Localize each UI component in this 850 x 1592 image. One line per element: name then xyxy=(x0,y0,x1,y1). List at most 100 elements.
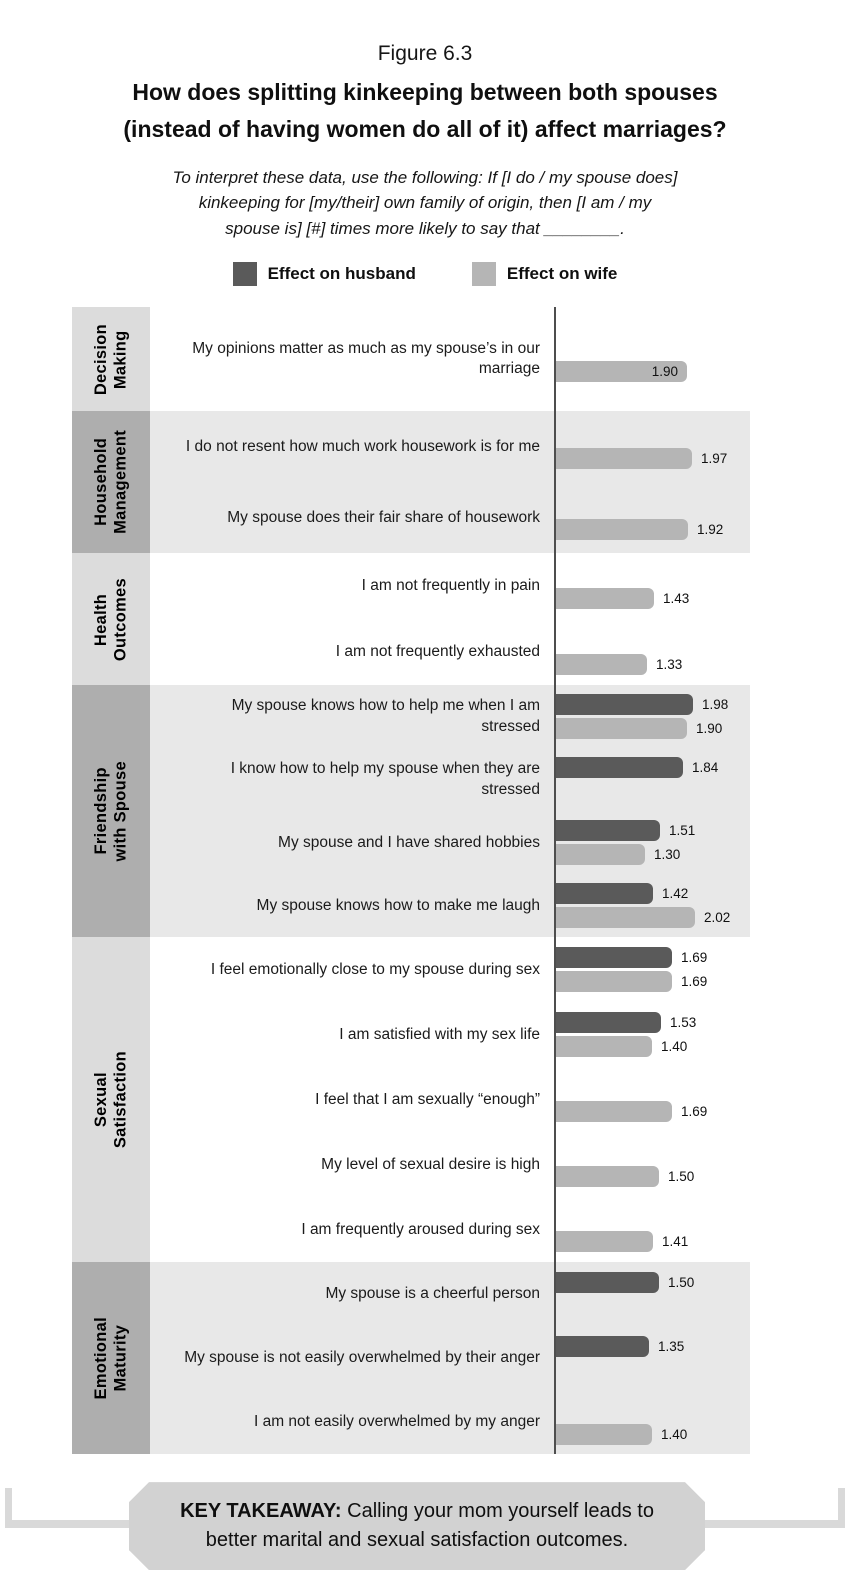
husband-slot: 1.50 xyxy=(554,1271,750,1293)
wife-bar xyxy=(554,844,645,866)
husband-bar xyxy=(554,757,683,779)
wife-bar xyxy=(554,1231,653,1253)
wife-bar xyxy=(554,971,672,993)
key-takeaway-box: KEY TAKEAWAY: Calling your mom yourself … xyxy=(129,1482,705,1570)
wife-bar xyxy=(554,448,692,470)
husband-bar xyxy=(554,947,672,969)
wife-slot: 1.40 xyxy=(554,1423,750,1445)
wife-slot: 1.41 xyxy=(554,1231,750,1253)
figure-title-line-1: How does splitting kinkeeping between bo… xyxy=(132,79,718,105)
item-bars: 1.98 1.90 xyxy=(554,694,750,740)
husband-bar xyxy=(554,820,660,842)
husband-slot: 1.51 xyxy=(554,820,750,842)
wife-value-label: 1.40 xyxy=(661,1426,688,1442)
wife-value-label: 1.33 xyxy=(656,656,683,672)
category-label: Health Outcomes xyxy=(91,577,129,661)
wife-slot: 1.69 xyxy=(554,1101,750,1123)
item-label: I am not frequently exhausted xyxy=(335,643,540,661)
chart-item-row: I feel that I am sexually “enough” 1.69 xyxy=(150,1067,750,1132)
husband-value-label: 1.35 xyxy=(658,1338,685,1354)
empty-slot xyxy=(554,1142,750,1163)
wife-value-label: 1.69 xyxy=(681,1104,708,1120)
wife-bar xyxy=(554,907,695,929)
empty-slot xyxy=(554,781,750,802)
category-cell-emotional-maturity: Emotional Maturity xyxy=(72,1262,150,1455)
husband-slot: 1.84 xyxy=(554,757,750,779)
husband-value-label: 1.51 xyxy=(669,823,696,839)
wife-slot: 1.90 xyxy=(554,360,750,382)
wife-bar xyxy=(554,1101,672,1123)
chart-item-row: My level of sexual desire is high 1.50 xyxy=(150,1132,750,1197)
takeaway-ribbon-right-cap xyxy=(838,1488,845,1529)
husband-value-label: 1.84 xyxy=(692,760,719,776)
wife-bar xyxy=(554,653,647,675)
item-bars: 1.92 xyxy=(554,495,750,541)
item-label: I am frequently aroused during sex xyxy=(301,1220,540,1238)
section-rows: My spouse knows how to help me when I am… xyxy=(150,685,750,938)
item-label: My spouse and I have shared hobbies xyxy=(278,833,540,851)
legend-item-wife: Effect on wife xyxy=(471,262,618,287)
section-sexual-satisfaction: Sexual Satisfaction I feel emotionally clo… xyxy=(72,937,750,1263)
item-bars: 1.53 1.40 xyxy=(554,1012,750,1058)
wife-bar xyxy=(554,1036,652,1058)
wife-slot: 1.30 xyxy=(554,844,750,866)
item-label: My spouse is not easily overwhelmed by t… xyxy=(184,1349,540,1367)
legend-label-wife: Effect on wife xyxy=(506,264,618,284)
figure-label: Figure 6.3 xyxy=(377,42,473,65)
section-health-outcomes: Health Outcomes I am not frequently in pai… xyxy=(72,553,750,686)
wife-slot: 1.97 xyxy=(554,448,750,470)
item-label: I am not frequently in pain xyxy=(361,577,540,595)
empty-slot xyxy=(554,1360,750,1381)
wife-bar xyxy=(554,1166,659,1188)
husband-bar xyxy=(554,883,653,905)
category-label: Emotional Maturity xyxy=(91,1316,129,1400)
wife-value-label: 1.90 xyxy=(651,363,678,379)
figure-title-line-2: (instead of having women do all of it) a… xyxy=(123,115,727,142)
item-label: I know how to help my spouse when they a… xyxy=(230,760,540,798)
chart-item-row: My spouse is not easily overwhelmed by t… xyxy=(150,1326,750,1390)
category-cell-sexual-satisfaction: Sexual Satisfaction xyxy=(72,937,150,1263)
item-label: I do not resent how much work housework … xyxy=(185,437,540,455)
empty-slot xyxy=(554,337,750,358)
section-emotional-maturity: Emotional Maturity My spouse is a cheerful… xyxy=(72,1262,750,1455)
item-bars: 1.69 1.69 xyxy=(554,947,750,993)
chart-item-row: My spouse and I have shared hobbies 1.51 1… xyxy=(150,811,750,874)
empty-slot xyxy=(554,495,750,516)
kinkeeping-effect-chart: Decision Making My opinions matter as much… xyxy=(72,307,750,1455)
key-takeaway: KEY TAKEAWAY: Calling your mom yourself … xyxy=(0,1482,850,1577)
item-bars: 1.35 xyxy=(554,1335,750,1381)
empty-slot xyxy=(554,424,750,445)
wife-value-label: 1.92 xyxy=(697,522,724,538)
husband-swatch-icon xyxy=(232,262,257,287)
wife-value-label: 1.90 xyxy=(696,721,723,737)
wife-value-label: 1.97 xyxy=(701,451,728,467)
husband-value-label: 1.50 xyxy=(668,1274,695,1290)
item-bars: 1.41 xyxy=(554,1207,750,1253)
chart-item-row: I am not easily overwhelmed by my anger 1… xyxy=(150,1390,750,1454)
empty-slot xyxy=(554,564,750,585)
wife-value-label: 1.40 xyxy=(661,1039,688,1055)
figure-header: Figure 6.3 How does splitting kinkeeping… xyxy=(0,0,850,287)
husband-value-label: 1.42 xyxy=(662,886,689,902)
husband-value-label: 1.53 xyxy=(670,1015,697,1031)
item-label: My spouse knows how to help me when I am… xyxy=(231,697,540,735)
item-bars: 1.97 xyxy=(554,424,750,470)
husband-slot: 1.69 xyxy=(554,947,750,969)
section-rows: My spouse is a cheerful person 1.50 My spo… xyxy=(150,1262,750,1455)
section-friendship-with-spouse: Friendship with Spouse My spouse knows how… xyxy=(72,685,750,938)
husband-bar xyxy=(554,694,693,716)
key-takeaway-label: KEY TAKEAWAY: xyxy=(180,1500,342,1523)
section-decision-making: Decision Making My opinions matter as much… xyxy=(72,307,750,412)
empty-slot xyxy=(554,1400,750,1421)
category-label: Friendship with Spouse xyxy=(91,760,129,862)
wife-value-label: 1.50 xyxy=(668,1169,695,1185)
wife-slot: 1.90 xyxy=(554,718,750,740)
item-bars: 1.90 xyxy=(554,337,750,382)
category-label: Sexual Satisfaction xyxy=(91,1051,129,1149)
item-bars: 1.51 1.30 xyxy=(554,820,750,866)
empty-slot xyxy=(554,1207,750,1228)
chart-item-row: I am frequently aroused during sex 1.41 xyxy=(150,1197,750,1262)
chart-item-row: I feel emotionally close to my spouse du… xyxy=(150,937,750,1002)
category-label: Household Management xyxy=(91,430,129,535)
